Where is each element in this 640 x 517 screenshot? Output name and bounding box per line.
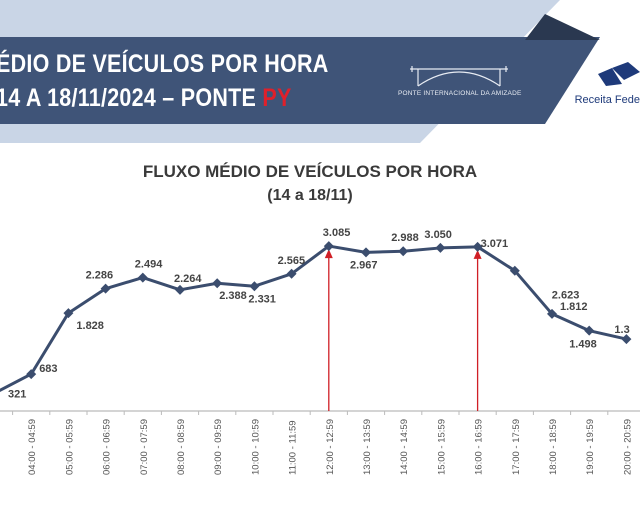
header-accent-triangle [525, 14, 600, 40]
data-label: 2.623 [552, 290, 580, 302]
data-point-marker [398, 246, 409, 257]
highlight-arrow-head [473, 249, 482, 259]
data-label: 2.331 [248, 293, 276, 305]
data-point-marker [137, 272, 148, 283]
x-tick-label: 13:00 - 13:59 [362, 419, 373, 475]
x-tick-label: 18:00 - 18:59 [548, 419, 559, 475]
data-label: 2.286 [86, 270, 114, 282]
data-point-marker [621, 334, 632, 345]
data-point-marker [472, 241, 483, 252]
data-label: 2.388 [219, 290, 247, 302]
x-tick-label: 05:00 - 05:59 [64, 419, 75, 475]
data-label: 2.264 [174, 273, 202, 285]
x-tick-label: 10:00 - 10:59 [250, 419, 261, 475]
banner-title-line2: 14 A 18/11/2024 – PONTE PY [0, 84, 292, 113]
data-point-marker [435, 242, 446, 253]
data-label: 3.085 [323, 227, 351, 239]
x-tick-label: 07:00 - 07:59 [139, 419, 150, 475]
data-point-marker [63, 308, 74, 319]
x-tick-label: 17:00 - 17:59 [511, 419, 522, 475]
data-point-marker [361, 247, 371, 258]
data-label: 1.3 [614, 324, 629, 336]
series-line [0, 244, 627, 392]
data-point-marker [547, 308, 557, 319]
x-tick-label: 04:00 - 04:59 [27, 419, 38, 475]
x-tick-label: 20:00 - 20:59 [622, 419, 633, 475]
header-band-dark [0, 37, 600, 124]
data-point-marker [249, 281, 260, 292]
x-tick-label: 08:00 - 08:59 [176, 419, 187, 475]
bridge-logo [410, 66, 508, 87]
data-label: 1.812 [560, 301, 588, 313]
x-tick-label: 16:00 - 16:59 [474, 419, 485, 475]
data-label: 1.828 [76, 320, 104, 332]
banner-title-text: 14 A 18/11/2024 – PONTE [0, 84, 263, 112]
data-point-marker [175, 284, 185, 295]
data-label: 2.988 [391, 232, 419, 244]
data-point-marker [212, 278, 223, 289]
data-label: 683 [39, 363, 57, 375]
highlight-arrow-head [324, 249, 333, 259]
receita-federal-logo-icon [598, 62, 640, 86]
agency-logo-text: Receita Fede [574, 94, 640, 106]
data-label: 3.050 [424, 229, 452, 241]
x-tick-label: 09:00 - 09:59 [213, 419, 224, 475]
data-point-marker [26, 369, 37, 380]
data-label: 1.498 [569, 339, 597, 351]
x-tick-label: 19:00 - 19:59 [585, 419, 596, 475]
chart-subtitle: (14 a 18/11) [267, 187, 353, 204]
data-point-marker [100, 283, 111, 294]
data-label: 2.967 [350, 259, 378, 271]
banner-title-line1: ÉDIO DE VEÍCULOS POR HORA [0, 50, 329, 78]
data-point-marker [323, 241, 334, 252]
x-tick-label: 14:00 - 14:59 [399, 419, 410, 475]
data-label: 2.494 [135, 259, 163, 271]
data-point-marker [584, 325, 595, 336]
data-point-marker [509, 265, 520, 276]
x-tick-label: 06:00 - 06:59 [102, 419, 113, 475]
data-label: 321 [8, 388, 26, 400]
banner-title-highlight: PY [262, 84, 292, 112]
x-tick-label: 11:00 - 11:59 [288, 420, 299, 475]
x-tick-label: 15:00 - 15:59 [436, 419, 447, 475]
header-banner [0, 0, 640, 143]
data-label: 3.071 [481, 238, 509, 250]
bridge-logo-caption: PONTE INTERNACIONAL DA AMIZADE [398, 90, 522, 97]
data-label: 2.565 [278, 255, 306, 267]
chart-title: FLUXO MÉDIO DE VEÍCULOS POR HORA [142, 162, 478, 181]
x-tick-label: 12:00 - 12:59 [325, 419, 336, 475]
data-point-marker [286, 268, 297, 279]
